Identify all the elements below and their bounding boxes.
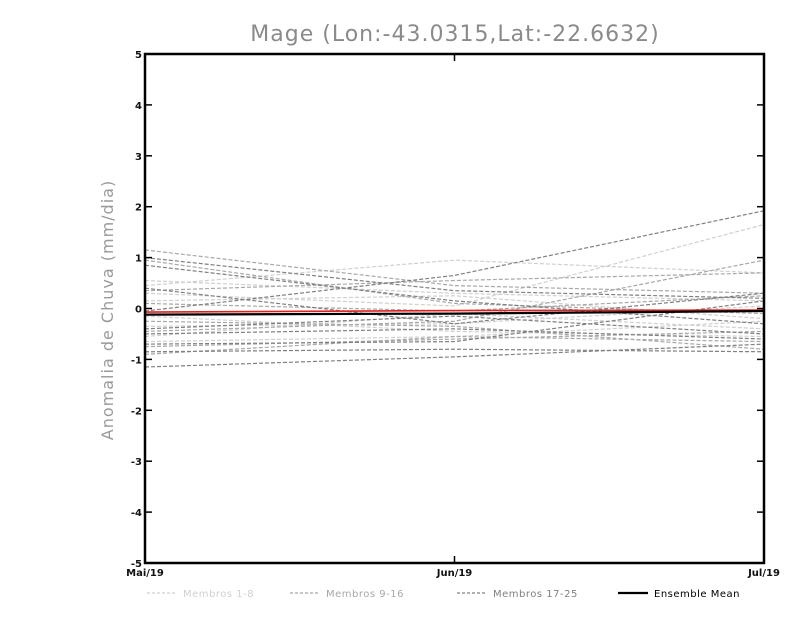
legend-label: Ensemble Mean	[654, 589, 740, 600]
member-lines	[144, 210, 765, 368]
member-line-19	[144, 343, 765, 368]
member-line-16	[144, 330, 765, 348]
legend-label: Membros 1-8	[183, 589, 254, 600]
x-tick-label: Jul/19	[747, 568, 780, 579]
y-tick-label: -2	[131, 406, 142, 417]
member-line-17	[144, 210, 765, 312]
y-tick-label: 4	[135, 101, 142, 112]
member-line-8	[144, 279, 765, 302]
member-line-20	[144, 264, 765, 325]
member-line-6	[144, 315, 765, 338]
legend-label: Membros 17-25	[493, 589, 578, 600]
overlay-lines	[144, 309, 765, 316]
member-line-12	[144, 335, 765, 355]
y-tick-label: 2	[135, 203, 142, 214]
y-tick-label: 3	[135, 152, 142, 163]
ensemble-mean-line	[144, 309, 765, 316]
member-line-7	[144, 320, 765, 343]
member-line-23	[144, 328, 765, 340]
x-tick-label: Jun/19	[436, 568, 473, 579]
y-tick-label: 0	[135, 305, 142, 316]
member-line-24	[144, 300, 765, 345]
member-line-9	[144, 249, 765, 294]
y-axis-label: Anomalia de Chuva (mm/dia)	[98, 180, 117, 440]
member-line-21	[144, 348, 765, 353]
member-line-10	[144, 259, 765, 333]
y-axis: -5 -4 -3 -2 -1 0 1 2 3 4 5	[131, 50, 764, 570]
y-tick-label: -4	[131, 508, 142, 519]
legend-label: Membros 9-16	[326, 589, 404, 600]
chart-title: Mage (Lon:-43.0315,Lat:-22.6632)	[250, 22, 659, 47]
member-line-4	[144, 312, 765, 338]
x-tick-label: Mai/19	[126, 568, 164, 579]
y-tick-label: -5	[131, 559, 142, 570]
member-line-2	[144, 223, 765, 307]
y-tick-label: 1	[135, 254, 142, 265]
y-tick-label: -3	[131, 457, 142, 468]
member-line-14	[144, 320, 765, 350]
member-line-22	[144, 287, 765, 325]
plot-frame	[143, 52, 766, 565]
member-line-13	[144, 272, 765, 292]
y-tick-label: 5	[135, 50, 142, 61]
y-tick-label: -1	[131, 355, 142, 366]
x-axis: Mai/19 Jun/19 Jul/19	[126, 54, 780, 579]
member-line-18	[144, 257, 765, 299]
legend: Membros 1-8 Membros 9-16 Membros 17-25 Ense…	[147, 589, 740, 600]
member-line-25	[144, 315, 765, 335]
reference-line	[144, 309, 765, 313]
